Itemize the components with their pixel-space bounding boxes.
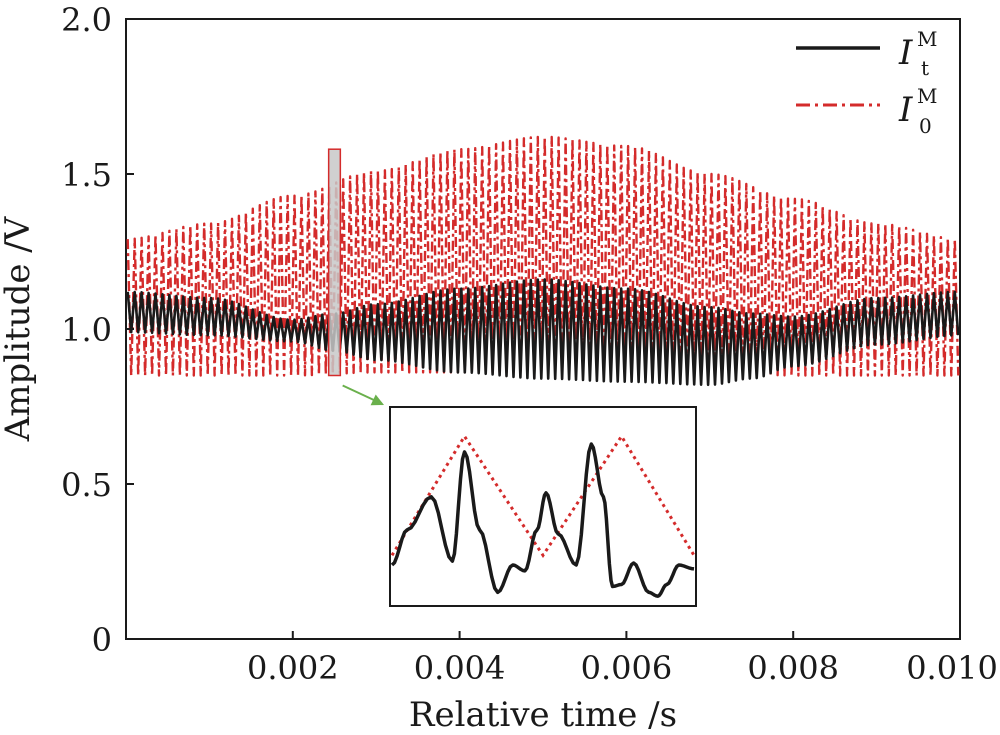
legend-sub-it: t <box>921 56 929 80</box>
x-tick-label: 0.002 <box>247 649 339 687</box>
x-tick-label: 0.008 <box>747 649 839 687</box>
x-axis-label: Relative time /s <box>409 695 677 735</box>
legend-item-i0: I M 0 <box>796 84 937 138</box>
y-tick-label: 2.0 <box>61 1 112 39</box>
legend-item-it: I M t <box>796 27 937 80</box>
series-layer <box>126 135 960 387</box>
zoom-arrow <box>342 384 377 402</box>
legend-symbol-i0: I <box>898 90 913 130</box>
legend-sup-i0: M <box>917 84 937 108</box>
axes-ticks: 0.002 0.004 0.006 0.008 0.010 0 0.5 1.0 1.5 2.0 <box>61 1 998 687</box>
x-tick-label: 0.010 <box>906 649 998 687</box>
y-tick-label: 0.5 <box>61 466 112 504</box>
legend-symbol-it: I <box>898 33 913 73</box>
y-tick-label: 1.5 <box>61 156 112 194</box>
inset <box>389 406 697 607</box>
series-line-it <box>126 278 960 387</box>
zoom-highlight-box <box>327 148 342 377</box>
y-axis-label: Amplitude /V <box>0 215 38 442</box>
y-tick-label: 0 <box>92 621 112 659</box>
inset-red-line <box>390 433 696 559</box>
legend-sub-i0: 0 <box>919 114 932 138</box>
y-tick-label: 1.0 <box>61 311 112 349</box>
legend-sup-it: M <box>917 27 937 51</box>
legend: I M t I M 0 <box>796 27 937 138</box>
x-tick-label: 0.006 <box>581 649 673 687</box>
inset-black-line <box>390 442 695 598</box>
x-tick-label: 0.004 <box>414 649 506 687</box>
zoom-arrow-head <box>370 394 384 406</box>
